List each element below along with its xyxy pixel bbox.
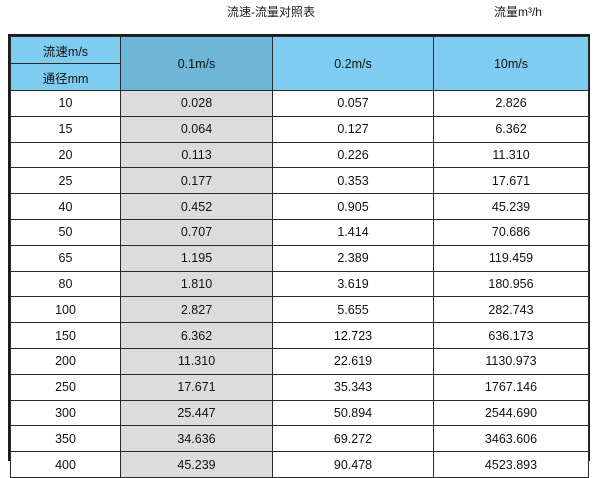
header-diameter-label: 通径mm bbox=[10, 63, 121, 91]
cell-diameter: 150 bbox=[10, 322, 121, 349]
header-velocity-label: 流速m/s bbox=[10, 36, 121, 64]
column-header-10ms: 10m/s bbox=[433, 36, 589, 91]
cell-flow-10ms: 636.173 bbox=[433, 322, 589, 349]
table-row: 250 17.671 35.343 1767.146 bbox=[10, 373, 589, 401]
cell-flow-10ms: 119.459 bbox=[433, 244, 589, 272]
cell-diameter: 200 bbox=[10, 347, 121, 375]
cell-flow-0-1ms: 0.064 bbox=[120, 115, 273, 143]
cell-flow-10ms: 17.671 bbox=[433, 167, 589, 195]
cell-flow-10ms: 2.826 bbox=[433, 90, 589, 117]
cell-flow-0-2ms: 1.414 bbox=[272, 218, 434, 246]
table-row: 25 0.177 0.353 17.671 bbox=[10, 167, 589, 195]
cell-diameter: 65 bbox=[10, 244, 121, 272]
cell-flow-0-2ms: 12.723 bbox=[272, 322, 434, 349]
table-row: 80 1.810 3.619 180.956 bbox=[10, 270, 589, 298]
cell-flow-10ms: 4523.893 bbox=[433, 451, 589, 478]
table-row: 65 1.195 2.389 119.459 bbox=[10, 244, 589, 272]
cell-flow-0-2ms: 0.905 bbox=[272, 193, 434, 220]
cell-flow-0-1ms: 0.707 bbox=[120, 218, 273, 246]
unit-title: 流量m³/h bbox=[493, 5, 542, 19]
cell-flow-0-1ms: 0.177 bbox=[120, 167, 273, 195]
cell-diameter: 100 bbox=[10, 296, 121, 324]
cell-flow-0-2ms: 90.478 bbox=[272, 451, 434, 478]
column-header-0-1ms: 0.1m/s bbox=[120, 36, 273, 91]
cell-diameter: 15 bbox=[10, 115, 121, 143]
cell-flow-0-2ms: 3.619 bbox=[272, 270, 434, 298]
cell-flow-10ms: 70.686 bbox=[433, 218, 589, 246]
cell-flow-0-2ms: 22.619 bbox=[272, 347, 434, 375]
cell-flow-0-1ms: 34.636 bbox=[120, 425, 273, 453]
cell-flow-10ms: 2544.690 bbox=[433, 399, 589, 427]
flow-rate-table: 流速m/s 0.1m/s 0.2m/s 10m/s 通径mm 10 0.028 … bbox=[10, 36, 589, 478]
cell-diameter: 20 bbox=[10, 141, 121, 169]
cell-flow-0-1ms: 6.362 bbox=[120, 322, 273, 349]
cell-flow-0-1ms: 0.028 bbox=[120, 90, 273, 117]
cell-flow-10ms: 180.956 bbox=[433, 270, 589, 298]
table-row: 200 11.310 22.619 1130.973 bbox=[10, 347, 589, 375]
cell-flow-0-1ms: 17.671 bbox=[120, 373, 273, 401]
table-header-row-bottom: 通径mm bbox=[10, 63, 589, 91]
cell-flow-10ms: 11.310 bbox=[433, 141, 589, 169]
cell-flow-0-2ms: 2.389 bbox=[272, 244, 434, 272]
cell-flow-0-2ms: 0.226 bbox=[272, 141, 434, 169]
table-row: 100 2.827 5.655 282.743 bbox=[10, 296, 589, 324]
table-row: 350 34.636 69.272 3463.606 bbox=[10, 425, 589, 453]
table-row: 300 25.447 50.894 2544.690 bbox=[10, 399, 589, 427]
cell-flow-0-2ms: 5.655 bbox=[272, 296, 434, 324]
flow-rate-table-container: 流速m/s 0.1m/s 0.2m/s 10m/s 通径mm 10 0.028 … bbox=[8, 34, 590, 478]
cell-flow-0-2ms: 0.057 bbox=[272, 90, 434, 117]
cell-flow-0-1ms: 0.113 bbox=[120, 141, 273, 169]
table-row: 15 0.064 0.127 6.362 bbox=[10, 115, 589, 143]
cell-flow-0-1ms: 25.447 bbox=[120, 399, 273, 427]
cell-diameter: 10 bbox=[10, 90, 121, 117]
titles-bar: 流速-流量对照表 流量m³/h bbox=[0, 0, 600, 34]
table-row: 50 0.707 1.414 70.686 bbox=[10, 218, 589, 246]
page-title: 流速-流量对照表 bbox=[227, 5, 315, 19]
cell-diameter: 40 bbox=[10, 193, 121, 220]
cell-diameter: 350 bbox=[10, 425, 121, 453]
table-row: 40 0.452 0.905 45.239 bbox=[10, 193, 589, 220]
cell-flow-0-2ms: 0.127 bbox=[272, 115, 434, 143]
cell-diameter: 250 bbox=[10, 373, 121, 401]
table-body: 流速m/s 0.1m/s 0.2m/s 10m/s 通径mm 10 0.028 … bbox=[10, 36, 589, 478]
cell-diameter: 25 bbox=[10, 167, 121, 195]
table-header-row-top: 流速m/s 0.1m/s 0.2m/s 10m/s bbox=[10, 36, 589, 91]
cell-flow-0-2ms: 35.343 bbox=[272, 373, 434, 401]
cell-flow-0-1ms: 1.810 bbox=[120, 270, 273, 298]
table-row: 400 45.239 90.478 4523.893 bbox=[10, 451, 589, 478]
cell-flow-10ms: 1767.146 bbox=[433, 373, 589, 401]
cell-diameter: 80 bbox=[10, 270, 121, 298]
cell-flow-10ms: 1130.973 bbox=[433, 347, 589, 375]
column-header-0-2ms: 0.2m/s bbox=[272, 36, 434, 91]
cell-diameter: 300 bbox=[10, 399, 121, 427]
cell-flow-0-1ms: 2.827 bbox=[120, 296, 273, 324]
cell-flow-0-1ms: 0.452 bbox=[120, 193, 273, 220]
cell-flow-0-1ms: 1.195 bbox=[120, 244, 273, 272]
cell-flow-0-2ms: 0.353 bbox=[272, 167, 434, 195]
cell-diameter: 400 bbox=[10, 451, 121, 478]
cell-flow-10ms: 282.743 bbox=[433, 296, 589, 324]
cell-flow-0-2ms: 50.894 bbox=[272, 399, 434, 427]
cell-flow-0-2ms: 69.272 bbox=[272, 425, 434, 453]
cell-flow-10ms: 6.362 bbox=[433, 115, 589, 143]
cell-flow-10ms: 3463.606 bbox=[433, 425, 589, 453]
cell-flow-0-1ms: 45.239 bbox=[120, 451, 273, 478]
table-row: 10 0.028 0.057 2.826 bbox=[10, 90, 589, 117]
cell-flow-0-1ms: 11.310 bbox=[120, 347, 273, 375]
table-row: 20 0.113 0.226 11.310 bbox=[10, 141, 589, 169]
cell-diameter: 50 bbox=[10, 218, 121, 246]
cell-flow-10ms: 45.239 bbox=[433, 193, 589, 220]
table-row: 150 6.362 12.723 636.173 bbox=[10, 322, 589, 349]
